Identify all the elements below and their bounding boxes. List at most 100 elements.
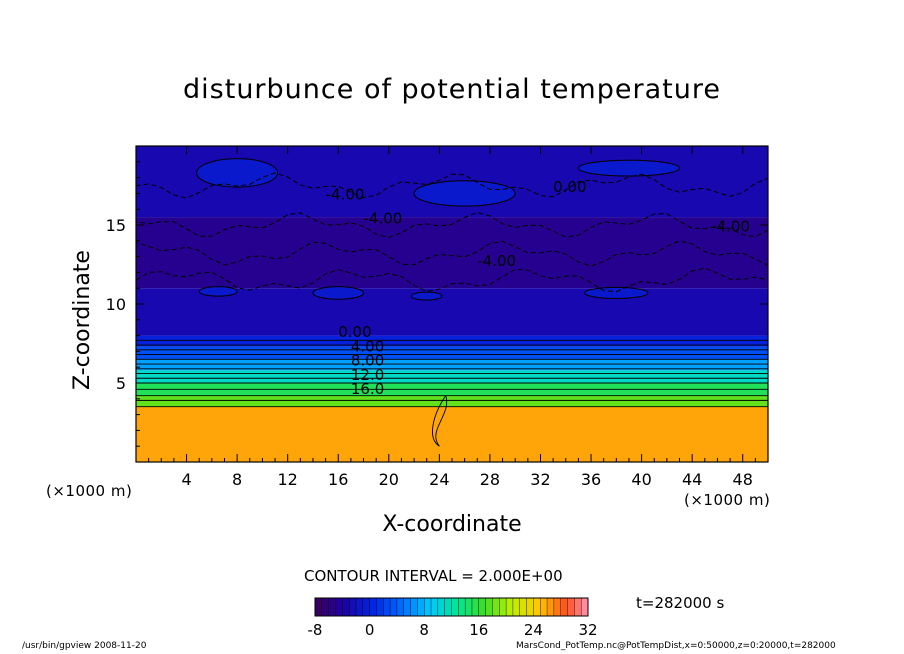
colorbar-cell — [389, 597, 398, 617]
x-tick-label: 16 — [328, 470, 348, 489]
colorbar-cell — [560, 597, 569, 617]
colorbar-cell — [519, 597, 528, 617]
colorbar-cell — [574, 597, 582, 617]
colorbar-cell — [348, 597, 357, 617]
x-tick-label: 40 — [631, 470, 651, 489]
colorbar-cell — [342, 597, 350, 617]
colorbar-cell — [403, 597, 412, 617]
contour-label: 12.0 — [351, 366, 384, 384]
colorbar-cell — [567, 597, 575, 617]
x-tick-label: 4 — [181, 470, 191, 489]
plume-contour — [432, 395, 448, 447]
warm-patch-1 — [413, 180, 516, 207]
colorbar-cell — [437, 597, 446, 617]
colorbar-cell — [369, 597, 377, 617]
colorbar-cell — [546, 597, 555, 617]
colorbar-cell — [383, 597, 391, 617]
chart-title: disturbunce of potential temperature — [183, 74, 721, 105]
colorbar-cell — [540, 597, 548, 617]
x-axis: 4 8 12 16 20 24 28 32 36 40 44 48 — [148, 146, 756, 489]
colorbar-tick-label: 8 — [419, 621, 429, 639]
footer-right: MarsCond_PotTemp.nc@PotTempDist,x=0:5000… — [516, 641, 836, 651]
colorbar-cell — [512, 597, 521, 617]
heatmap-band-6 — [136, 335, 768, 347]
contour-label: 16.0 — [351, 380, 384, 398]
colorbar-cell — [430, 597, 439, 617]
x-tick-label: 28 — [480, 470, 500, 489]
footer-left: /usr/bin/gpview 2008-11-20 — [22, 641, 147, 651]
x-tick-label: 44 — [682, 470, 702, 489]
colorbar-cell — [451, 597, 459, 617]
colorbar-cell — [492, 597, 500, 617]
colorbar-cell — [553, 597, 562, 617]
x-axis-unit: (×1000 m) — [684, 491, 771, 509]
heatmap-band-8 — [136, 217, 768, 289]
contour-label: -4.00 — [711, 217, 750, 235]
contour-label: -4.00 — [364, 209, 403, 227]
warm-patch-3 — [312, 286, 365, 300]
contour-label: 0.00 — [553, 178, 586, 196]
colorbar-tick-label: 32 — [578, 621, 597, 639]
colorbar-cell — [464, 597, 473, 617]
contour-label: 0.00 — [338, 323, 371, 341]
dashed-contour-1 — [136, 240, 768, 267]
colorbar-tick-label: 16 — [469, 621, 488, 639]
contour-label: 4.00 — [351, 337, 384, 355]
colorbar-cell — [580, 597, 589, 617]
x-tick-label: 20 — [379, 470, 399, 489]
warm-patch-5 — [411, 291, 443, 301]
colorbar-tick-label: -8 — [308, 621, 323, 639]
colorbar-cell — [417, 597, 425, 617]
y-tick-label: 5 — [116, 374, 126, 393]
colorbar-frame — [314, 597, 589, 617]
colorbar-cell — [355, 597, 364, 617]
heatmap-band-3 — [136, 370, 768, 383]
colorbar-cell — [362, 597, 371, 617]
x-tick-label: 48 — [733, 470, 753, 489]
heatmap-band-1 — [136, 395, 768, 407]
colorbar-tick-label: 24 — [524, 621, 543, 639]
contour-lines — [136, 172, 768, 447]
colorbar-cell — [376, 597, 384, 617]
colorbar-cell — [499, 597, 507, 617]
dashed-contour-3 — [136, 172, 768, 199]
y-tick-label: 15 — [106, 216, 126, 235]
colorbar-cell — [526, 597, 534, 617]
colorbar: -8 0 8 16 24 32 — [308, 597, 598, 639]
heatmap-band-4 — [136, 359, 768, 371]
contour-label: 8.00 — [351, 352, 384, 370]
x-axis-label: X-coordinate — [382, 512, 522, 537]
colorbar-cell — [328, 597, 336, 617]
time-label: t=282000 s — [636, 594, 725, 612]
dashed-contour-2 — [136, 211, 768, 239]
colorbar-cell — [410, 597, 418, 617]
x-tick-label: 12 — [278, 470, 298, 489]
contour-label: -4.00 — [477, 252, 516, 270]
colorbar-cell — [458, 597, 466, 617]
colorbar-cell — [505, 597, 514, 617]
y-axis-unit: (×1000 m) — [46, 482, 133, 500]
x-tick-label: 8 — [232, 470, 242, 489]
colorbar-cell — [321, 597, 330, 617]
colorbar-cell — [335, 597, 343, 617]
warm-patch-4 — [198, 286, 238, 297]
y-axis-label: Z-coordinate — [70, 250, 95, 390]
contour-label: -4.00 — [326, 186, 365, 204]
x-tick-label: 24 — [429, 470, 449, 489]
x-tick-label: 32 — [530, 470, 550, 489]
contour-interval-label: CONTOUR INTERVAL = 2.000E+00 — [304, 567, 563, 585]
heatmap-field — [136, 146, 768, 462]
colorbar-cell — [471, 597, 480, 617]
x-tick-label: 36 — [581, 470, 601, 489]
contour-labels: -4.00-4.00-4.000.00-4.000.004.008.0012.0… — [326, 178, 750, 398]
warm-patch-2 — [577, 159, 681, 177]
colorbar-cell — [314, 597, 323, 617]
colorbar-cell — [396, 597, 405, 617]
colorbar-cell — [533, 597, 541, 617]
heatmap-band-0 — [136, 406, 768, 462]
y-tick-label: 10 — [106, 295, 126, 314]
colorbar-cell — [444, 597, 452, 617]
y-axis: 5 10 15 — [106, 161, 768, 447]
heatmap-band-7 — [136, 288, 768, 336]
